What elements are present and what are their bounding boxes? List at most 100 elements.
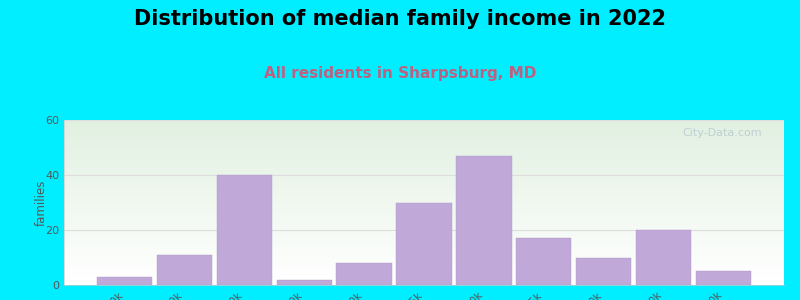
- Bar: [696, 271, 751, 285]
- Bar: [64, 160, 784, 161]
- Bar: [64, 161, 784, 163]
- Bar: [64, 212, 784, 214]
- Bar: [64, 214, 784, 216]
- Bar: [64, 265, 784, 267]
- Bar: [64, 128, 784, 130]
- Bar: [64, 234, 784, 236]
- Bar: [64, 219, 784, 220]
- Bar: [64, 188, 784, 189]
- Bar: [64, 158, 784, 160]
- Bar: [97, 277, 152, 285]
- Bar: [277, 280, 332, 285]
- Bar: [64, 181, 784, 183]
- Bar: [64, 133, 784, 135]
- Bar: [64, 208, 784, 209]
- Bar: [64, 254, 784, 255]
- Bar: [64, 145, 784, 146]
- Bar: [64, 184, 784, 186]
- Bar: [64, 277, 784, 278]
- Bar: [157, 255, 212, 285]
- Bar: [64, 174, 784, 176]
- Bar: [64, 168, 784, 169]
- Bar: [516, 238, 571, 285]
- Bar: [64, 176, 784, 178]
- Bar: [64, 164, 784, 166]
- Bar: [64, 242, 784, 244]
- Bar: [64, 204, 784, 206]
- Bar: [64, 282, 784, 283]
- Bar: [64, 244, 784, 245]
- Bar: [64, 127, 784, 128]
- Bar: [64, 151, 784, 153]
- Bar: [64, 239, 784, 241]
- Bar: [64, 255, 784, 257]
- Bar: [397, 202, 451, 285]
- Bar: [64, 122, 784, 123]
- Bar: [64, 186, 784, 188]
- Bar: [64, 154, 784, 156]
- Bar: [64, 245, 784, 247]
- Bar: [64, 194, 784, 196]
- Bar: [64, 143, 784, 145]
- Bar: [64, 259, 784, 260]
- Bar: [64, 136, 784, 138]
- Bar: [64, 156, 784, 158]
- Bar: [64, 247, 784, 249]
- Bar: [64, 148, 784, 150]
- Bar: [576, 257, 631, 285]
- Bar: [64, 153, 784, 154]
- Bar: [64, 280, 784, 282]
- Y-axis label: families: families: [34, 179, 47, 226]
- Bar: [636, 230, 691, 285]
- Bar: [64, 216, 784, 217]
- Bar: [64, 236, 784, 237]
- Bar: [64, 211, 784, 212]
- Bar: [64, 173, 784, 174]
- Bar: [64, 202, 784, 204]
- Bar: [64, 125, 784, 127]
- Bar: [64, 201, 784, 202]
- Bar: [64, 237, 784, 239]
- Bar: [64, 171, 784, 173]
- Bar: [64, 220, 784, 222]
- Bar: [64, 163, 784, 164]
- Text: Distribution of median family income in 2022: Distribution of median family income in …: [134, 9, 666, 29]
- Bar: [64, 197, 784, 199]
- Bar: [64, 150, 784, 151]
- Bar: [64, 257, 784, 259]
- Bar: [64, 178, 784, 179]
- Bar: [64, 179, 784, 181]
- Bar: [64, 275, 784, 277]
- Bar: [64, 217, 784, 219]
- Bar: [64, 226, 784, 227]
- Bar: [64, 135, 784, 137]
- Bar: [64, 131, 784, 133]
- Bar: [64, 140, 784, 141]
- Bar: [64, 262, 784, 263]
- Bar: [64, 224, 784, 226]
- Bar: [64, 189, 784, 191]
- Bar: [64, 260, 784, 262]
- Bar: [64, 252, 784, 254]
- Bar: [64, 120, 784, 122]
- Text: City-Data.com: City-Data.com: [682, 128, 762, 138]
- Bar: [64, 141, 784, 143]
- Bar: [64, 263, 784, 265]
- Bar: [64, 268, 784, 270]
- Bar: [64, 209, 784, 211]
- Bar: [64, 274, 784, 275]
- Bar: [64, 272, 784, 274]
- Bar: [64, 166, 784, 168]
- Bar: [64, 249, 784, 250]
- Bar: [64, 222, 784, 224]
- Bar: [64, 227, 784, 229]
- Bar: [64, 193, 784, 194]
- Bar: [64, 196, 784, 197]
- Bar: [64, 278, 784, 280]
- Bar: [64, 123, 784, 125]
- Text: All residents in Sharpsburg, MD: All residents in Sharpsburg, MD: [264, 66, 536, 81]
- Bar: [64, 199, 784, 201]
- Bar: [64, 183, 784, 184]
- Bar: [456, 156, 511, 285]
- Bar: [64, 138, 784, 140]
